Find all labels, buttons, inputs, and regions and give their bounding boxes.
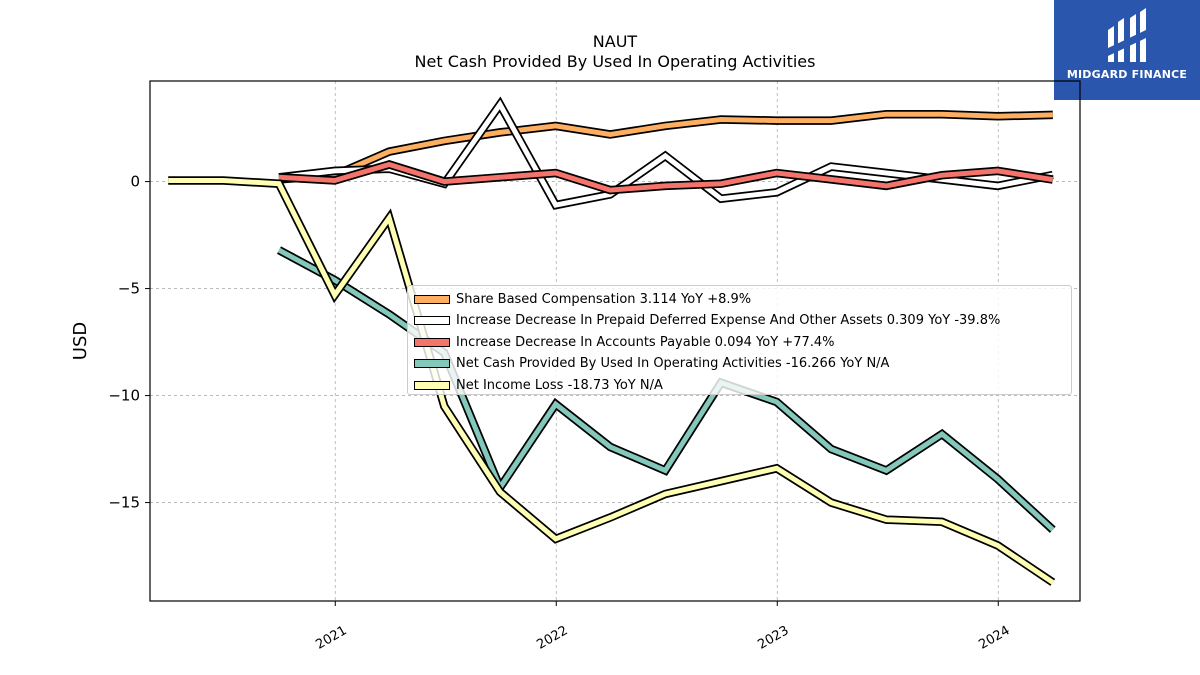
legend-item: Net Income Loss -18.73 YoY N/A: [414, 376, 663, 394]
x-tick-label: 2022: [534, 623, 570, 653]
legend-swatch: [414, 316, 450, 325]
legend-swatch: [414, 294, 450, 304]
logo-text: MIDGARD FINANCE: [1066, 68, 1188, 81]
y-tick-label: −15: [108, 494, 140, 512]
legend-item: Share Based Compensation 3.114 YoY +8.9%: [414, 290, 751, 308]
plot-frame: [149, 80, 1081, 602]
legend-item: Increase Decrease In Prepaid Deferred Ex…: [414, 312, 1000, 330]
series-line-core: [278, 111, 1053, 182]
legend-label: Net Cash Provided By Used In Operating A…: [456, 356, 890, 371]
legend-label: Share Based Compensation 3.114 YoY +8.9%: [456, 291, 752, 307]
y-tick-label: −5: [118, 280, 140, 298]
legend-swatch: [414, 337, 450, 347]
logo-mark-icon: [1108, 8, 1146, 62]
chart-legend: Share Based Compensation 3.114 YoY +8.9%…: [407, 285, 1072, 395]
legend-swatch: [414, 359, 450, 368]
y-tick-label: 0: [130, 173, 140, 191]
legend-item: Net Cash Provided By Used In Operating A…: [414, 355, 889, 373]
series-line-core: [278, 161, 1054, 193]
legend-label: Net Income Loss -18.73 YoY N/A: [456, 377, 663, 393]
series-line-core: [168, 178, 1055, 585]
x-tick-label: 2023: [755, 623, 791, 653]
x-tick-label: 2021: [313, 623, 349, 653]
x-tick-label: 2024: [976, 623, 1012, 653]
legend-label: Increase Decrease In Accounts Payable 0.…: [456, 334, 835, 350]
midgard-finance-logo: MIDGARD FINANCE: [1054, 0, 1200, 100]
chart-subtitle: Net Cash Provided By Used In Operating A…: [414, 52, 816, 71]
legend-label: Increase Decrease In Prepaid Deferred Ex…: [456, 313, 1001, 328]
series-line-5: [168, 176, 1056, 586]
chart-title-block: NAUT Net Cash Provided By Used In Operat…: [150, 32, 1080, 72]
legend-swatch: [414, 380, 450, 390]
series-line-3: [278, 160, 1054, 195]
legend-item: Increase Decrease In Accounts Payable 0.…: [414, 333, 835, 351]
y-tick-label: −10: [108, 387, 140, 405]
y-axis-label: USD: [70, 322, 91, 360]
chart-title: NAUT: [592, 32, 638, 51]
series-line-1: [278, 109, 1053, 184]
series-lines: [168, 96, 1056, 586]
